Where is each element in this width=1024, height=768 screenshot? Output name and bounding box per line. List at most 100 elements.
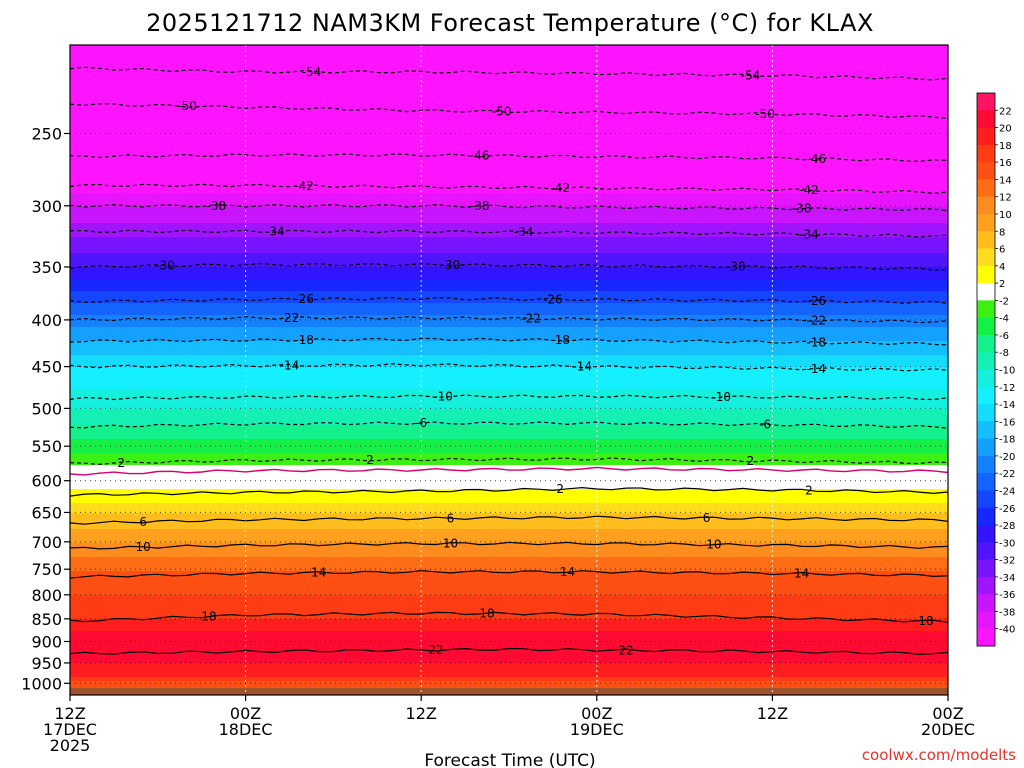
field-strip: [70, 129, 948, 132]
field-strip: [70, 645, 948, 648]
field-strip: [70, 109, 948, 112]
field-strip: [70, 245, 948, 248]
field-strip: [70, 181, 948, 184]
field-strip: [70, 343, 948, 346]
field-strip: [70, 569, 948, 572]
field-strip: [70, 239, 948, 242]
field-strip: [70, 287, 948, 290]
field-strip: [70, 657, 948, 660]
field-strip: [70, 387, 948, 390]
field-strip: [70, 347, 948, 350]
field-strip: [70, 439, 948, 442]
colorbar-swatch: [977, 559, 995, 578]
field-strip: [70, 667, 948, 670]
field-strip: [70, 441, 948, 444]
field-strip: [70, 59, 948, 62]
field-strip: [70, 599, 948, 602]
field-strip: [70, 237, 948, 240]
y-tick-label: 700: [31, 533, 62, 552]
field-strip: [70, 597, 948, 600]
field-strip: [70, 377, 948, 380]
x-tick-label: 20DEC: [921, 720, 975, 739]
colorbar-swatch: [977, 473, 995, 491]
field-strip: [70, 523, 948, 526]
contour-label: -34: [265, 224, 285, 238]
contour-label: 18: [918, 614, 933, 628]
field-strip: [70, 391, 948, 394]
field-strip: [70, 167, 948, 170]
colorbar-swatch: [977, 300, 995, 319]
y-tick-label: 1000: [21, 674, 62, 693]
field-strip: [70, 121, 948, 124]
field-strip: [70, 301, 948, 304]
contour-label: 6: [447, 511, 455, 525]
field-strip: [70, 421, 948, 424]
field-strip: [70, 227, 948, 230]
field-strip: [70, 173, 948, 176]
field-strip: [70, 655, 948, 658]
field-strip: [70, 553, 948, 556]
field-strip: [70, 83, 948, 86]
field-strip: [70, 479, 948, 482]
field-strip: [70, 379, 948, 382]
field-strip: [70, 285, 948, 288]
field-strip: [70, 671, 948, 674]
contour-label: -38: [470, 199, 490, 213]
field-strip: [70, 401, 948, 404]
field-strip: [70, 549, 948, 552]
y-tick-label: 800: [31, 586, 62, 605]
field-strip: [70, 99, 948, 102]
contour-label: 18: [201, 609, 216, 623]
field-strip: [70, 527, 948, 530]
field-strip: [70, 537, 948, 540]
field-strip: [70, 241, 948, 244]
field-strip: [70, 149, 948, 152]
field-strip: [70, 279, 948, 282]
field-strip: [70, 351, 948, 354]
field-strip: [70, 249, 948, 252]
field-strip: [70, 235, 948, 238]
colorbar-label: -24: [999, 486, 1015, 497]
field-strip: [70, 209, 948, 212]
field-strip: [70, 389, 948, 392]
field-strip: [70, 137, 948, 140]
field-strip: [70, 155, 948, 158]
field-strip: [70, 117, 948, 120]
contour-label: 2: [366, 453, 374, 467]
field-strip: [70, 663, 948, 666]
field-strip: [70, 91, 948, 94]
field-strip: [70, 487, 948, 490]
field-strip: [70, 309, 948, 312]
field-strip: [70, 297, 948, 300]
field-strip: [70, 95, 948, 98]
field-strip: [70, 165, 948, 168]
y-tick-label: 500: [31, 399, 62, 418]
colorbar-swatch: [977, 404, 995, 422]
colorbar-swatch: [977, 438, 995, 457]
field-strip: [70, 275, 948, 278]
field-strip: [70, 255, 948, 258]
field-strip: [70, 673, 948, 676]
field-strip: [70, 499, 948, 502]
field-strip: [70, 423, 948, 426]
field-strip: [70, 105, 948, 108]
field-strip: [70, 299, 948, 302]
field-strip: [70, 199, 948, 202]
field-strip: [70, 253, 948, 256]
colorbar-swatch: [977, 283, 995, 301]
field-strip: [70, 659, 948, 662]
colorbar-label: -32: [999, 556, 1015, 567]
contour-label: -38: [792, 202, 812, 216]
field-strip: [70, 567, 948, 570]
field-strip: [70, 313, 948, 316]
field-strip: [70, 631, 948, 634]
field-strip: [70, 507, 948, 510]
colorbar-label: -34: [999, 573, 1015, 584]
field-strip: [70, 455, 948, 458]
field-strip: [70, 335, 948, 338]
contour-label: -50: [492, 104, 512, 118]
field-strip: [70, 583, 948, 586]
y-tick-label: 750: [31, 560, 62, 579]
colorbar-label: 4: [999, 262, 1005, 273]
colorbar-swatch: [977, 127, 995, 146]
